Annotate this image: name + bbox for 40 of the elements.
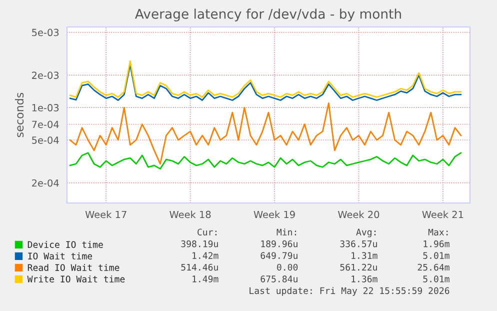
text: 189.96u bbox=[261, 240, 298, 248]
text: 1.31m bbox=[352, 252, 378, 259]
y-tick-label: 7e-04 bbox=[32, 120, 59, 128]
text: 5.01m bbox=[423, 276, 450, 282]
x-tick-label: Week 19 bbox=[254, 210, 295, 218]
x-tick-label: Week 18 bbox=[170, 210, 211, 218]
legend-label: IO Wait time bbox=[28, 252, 92, 260]
x-tick-label: Week 21 bbox=[422, 210, 464, 218]
legend-label: Write IO Wait time bbox=[27, 275, 125, 282]
line-series bbox=[69, 102, 462, 165]
text: 1.42m bbox=[192, 252, 218, 259]
text: 5.01m bbox=[423, 252, 450, 259]
text: 1.36m bbox=[352, 276, 378, 282]
legend-label: Read IO Wait time bbox=[28, 264, 120, 271]
legend-label: Device IO time bbox=[28, 240, 103, 248]
y-tick-label: 1e-03 bbox=[32, 104, 59, 112]
text: 514.46u bbox=[181, 264, 218, 271]
text: 649.79u bbox=[260, 252, 298, 259]
text: Cur: bbox=[198, 228, 217, 236]
x-tick-label: Week 17 bbox=[85, 210, 126, 218]
x-tick-label: Week 20 bbox=[338, 210, 380, 218]
y-tick-label: 5e-03 bbox=[32, 28, 59, 36]
line-series bbox=[69, 152, 462, 170]
text: 1.96m bbox=[424, 240, 450, 248]
text: 336.57u bbox=[340, 240, 377, 248]
text: 675.84u bbox=[260, 276, 298, 282]
text: 0.00 bbox=[277, 264, 298, 271]
y-tick-label: 2e-03 bbox=[32, 72, 59, 79]
y-tick-label: 5e-04 bbox=[32, 136, 59, 144]
text: 561.22u bbox=[340, 264, 377, 271]
y-tick-label: 2e-04 bbox=[32, 179, 59, 187]
text: 1.49m bbox=[192, 276, 218, 282]
text: Last update: Fri May 22 15:55:59 2026 bbox=[250, 287, 450, 296]
text: Max: bbox=[428, 228, 448, 236]
y-axis-title: seconds bbox=[15, 92, 24, 138]
text: Min: bbox=[276, 228, 296, 236]
chart-title: Average latency for /dev/vda - by month bbox=[135, 8, 401, 22]
text: 25.64m bbox=[418, 264, 450, 271]
text: 398.19u bbox=[181, 240, 218, 248]
text: Avg: bbox=[356, 228, 376, 238]
